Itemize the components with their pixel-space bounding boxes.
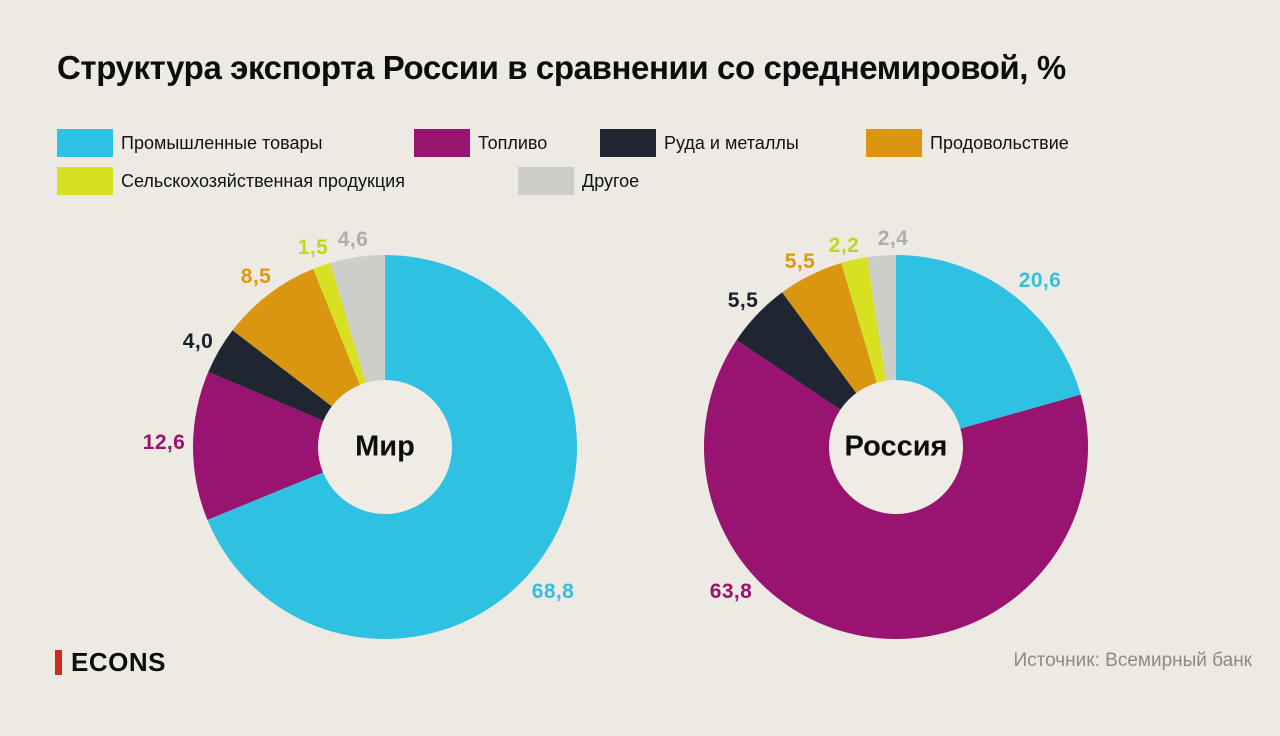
econs-logo: ECONS xyxy=(55,647,166,678)
legend-item-label: Сельскохозяйственная продукция xyxy=(121,170,405,191)
legend-item: Промышленные товары xyxy=(57,129,322,157)
legend-swatch-icon xyxy=(414,129,470,157)
legend-item-label: Другое xyxy=(582,170,640,191)
legend-swatch-icon xyxy=(600,129,656,157)
legend-item: Другое xyxy=(518,167,639,195)
value-label: 4,6 xyxy=(337,228,369,251)
value-label: 5,5 xyxy=(727,289,759,312)
value-label: 2,4 xyxy=(877,227,909,250)
legend-item: Руда и металлы xyxy=(600,129,799,157)
value-label: 2,2 xyxy=(828,234,860,257)
legend-item: Продовольствие xyxy=(866,129,1069,157)
value-label: 1,5 xyxy=(297,236,329,259)
legend-item-label: Продовольствие xyxy=(930,132,1069,153)
source-credit: Источник: Всемирный банк xyxy=(1013,650,1252,671)
logo-text: ECONS xyxy=(71,647,166,677)
value-label: 20,6 xyxy=(1018,269,1062,292)
legend-item-label: Промышленные товары xyxy=(121,132,323,153)
donut-slice xyxy=(193,371,385,520)
legend-swatch-icon xyxy=(57,167,113,195)
donut-hole xyxy=(318,380,452,514)
donut-world xyxy=(193,255,578,639)
value-label: 8,5 xyxy=(240,265,272,288)
value-label: 63,8 xyxy=(709,580,753,603)
legend-item: Топливо xyxy=(414,129,547,157)
logo-red-bar-icon xyxy=(55,650,62,675)
legend-swatch-icon xyxy=(866,129,922,157)
value-label: 4,0 xyxy=(182,330,214,353)
donut-russia xyxy=(704,255,1089,640)
legend-item-label: Руда и металлы xyxy=(664,132,799,153)
legend-swatch-icon xyxy=(57,129,113,157)
value-label: 68,8 xyxy=(531,580,575,603)
donut-center-label: Россия xyxy=(844,430,948,463)
legend-item-label: Топливо xyxy=(478,132,548,153)
value-label: 12,6 xyxy=(142,431,186,454)
donut-center-label: Мир xyxy=(355,430,415,463)
donut-hole xyxy=(829,380,963,514)
legend-swatch-icon xyxy=(518,167,574,195)
legend-item: Сельскохозяйственная продукция xyxy=(57,167,405,195)
value-label: 5,5 xyxy=(784,250,816,273)
chart-title: Структура экспорта России в сравнении со… xyxy=(57,49,1066,86)
